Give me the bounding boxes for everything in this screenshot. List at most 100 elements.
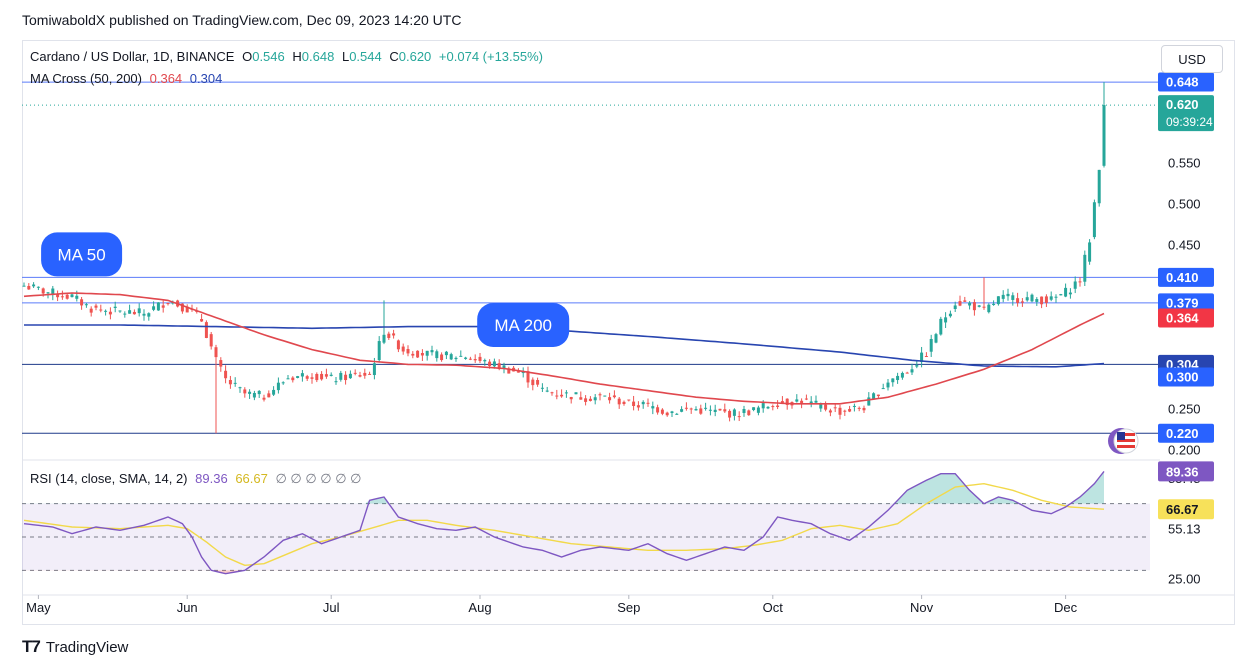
ma50-value: 0.364 <box>149 71 183 86</box>
candle-body <box>1064 287 1068 297</box>
change-value: +0.074 (+13.55%) <box>438 49 543 64</box>
tradingview-brand: TradingView <box>45 638 129 656</box>
price-badge-label: 0.220 <box>1166 426 1199 441</box>
candle-body <box>1078 281 1082 283</box>
candle-body <box>795 399 799 402</box>
candle-body <box>152 306 156 310</box>
candle-body <box>416 350 420 358</box>
candle-body <box>968 302 972 306</box>
candle-body <box>200 319 204 322</box>
candle-body <box>132 311 136 315</box>
candle-body <box>291 377 295 381</box>
currency-button[interactable]: USD <box>1161 45 1223 73</box>
candle-body <box>180 303 184 312</box>
rsi-badge-label: 89.36 <box>1166 464 1199 479</box>
candle-body <box>483 360 487 362</box>
us-flag-icon[interactable] <box>1108 428 1139 454</box>
time-axis: May Jun Jul Aug Sep Oct Nov Dec <box>22 594 1234 615</box>
close-label: C <box>389 49 399 64</box>
rsi-badge <box>1158 461 1214 482</box>
candle-body <box>80 299 84 306</box>
candle-body <box>94 305 98 308</box>
candle-body <box>324 374 328 377</box>
candle-body <box>963 300 967 302</box>
price-tick-label: 0.500 <box>1168 197 1201 212</box>
candle-body <box>953 305 957 310</box>
candle-body <box>728 410 732 418</box>
candle-body <box>248 391 252 394</box>
time-tick-label: Aug <box>468 600 491 615</box>
candle-body <box>852 405 856 407</box>
candle-body <box>75 295 79 299</box>
price-badge <box>1158 267 1214 287</box>
candle-body <box>891 378 895 383</box>
candle-body <box>540 387 544 389</box>
candle-body <box>982 306 986 308</box>
tradingview-mark-icon: T7 <box>22 637 41 656</box>
candle-body <box>603 395 607 397</box>
candle-body <box>848 408 852 412</box>
candle-body <box>233 382 237 384</box>
candle-body <box>51 288 55 295</box>
candle-body <box>128 310 132 314</box>
candle-body <box>598 394 602 396</box>
candle-body <box>185 306 189 313</box>
time-tick-label: May <box>26 600 51 615</box>
candle-body <box>896 375 900 381</box>
candle-body <box>752 407 756 411</box>
candle-body <box>924 356 928 358</box>
candle-body <box>675 413 679 415</box>
annotation-bubble <box>477 302 570 347</box>
candle-body <box>449 354 453 360</box>
candle-body <box>1035 299 1039 302</box>
candle-body <box>104 310 108 312</box>
candle-body <box>593 397 597 401</box>
candle-body <box>252 392 256 398</box>
rsi-value: 89.36 <box>195 471 228 486</box>
price-tick-label: 0.200 <box>1168 443 1201 458</box>
candle-body <box>296 376 300 378</box>
candle-body <box>939 318 943 335</box>
candle-body <box>272 389 276 395</box>
ma200-value: 0.304 <box>189 71 223 86</box>
low-value: 0.544 <box>349 49 382 64</box>
candle-body <box>204 322 208 338</box>
candle-body <box>977 305 981 307</box>
candle-body <box>171 302 175 304</box>
close-value: 0.620 <box>398 49 432 64</box>
candle-body <box>632 401 636 407</box>
candle-body <box>819 404 823 409</box>
candle-body <box>785 398 789 405</box>
price-badge <box>1158 423 1214 443</box>
candle-body <box>824 404 828 410</box>
candle-body <box>353 372 357 374</box>
candle-body <box>420 353 424 356</box>
rsi-overbought-fill <box>24 471 1104 504</box>
price-axis: 0.550 0.500 0.450 0.250 0.200 0.648 0.620 09:39… <box>1158 72 1214 458</box>
candle-body <box>1092 202 1096 238</box>
candle-body <box>588 398 592 401</box>
annotation-bubble <box>41 232 123 277</box>
price-badge <box>1158 367 1214 387</box>
candle-body <box>377 341 381 361</box>
candle-body <box>622 401 626 405</box>
candle-body <box>401 346 405 352</box>
candle-body <box>137 308 141 314</box>
candle-body <box>910 369 914 373</box>
candle-body <box>569 396 573 400</box>
candle-body <box>838 407 842 415</box>
candle-body <box>387 333 391 338</box>
candle-body <box>934 334 938 343</box>
candle-body <box>948 313 952 317</box>
price-badge-label: 0.410 <box>1166 270 1199 285</box>
candle-body <box>89 308 93 313</box>
tradingview-logo[interactable]: T7 TradingView <box>22 637 128 657</box>
candle-body <box>876 394 880 397</box>
price-badge-label: 0.300 <box>1166 370 1199 385</box>
candle-body <box>348 373 352 379</box>
time-tick-label: Nov <box>910 600 934 615</box>
candle-body <box>920 352 924 363</box>
time-tick-label: Jul <box>323 600 340 615</box>
candle-body <box>886 382 890 388</box>
